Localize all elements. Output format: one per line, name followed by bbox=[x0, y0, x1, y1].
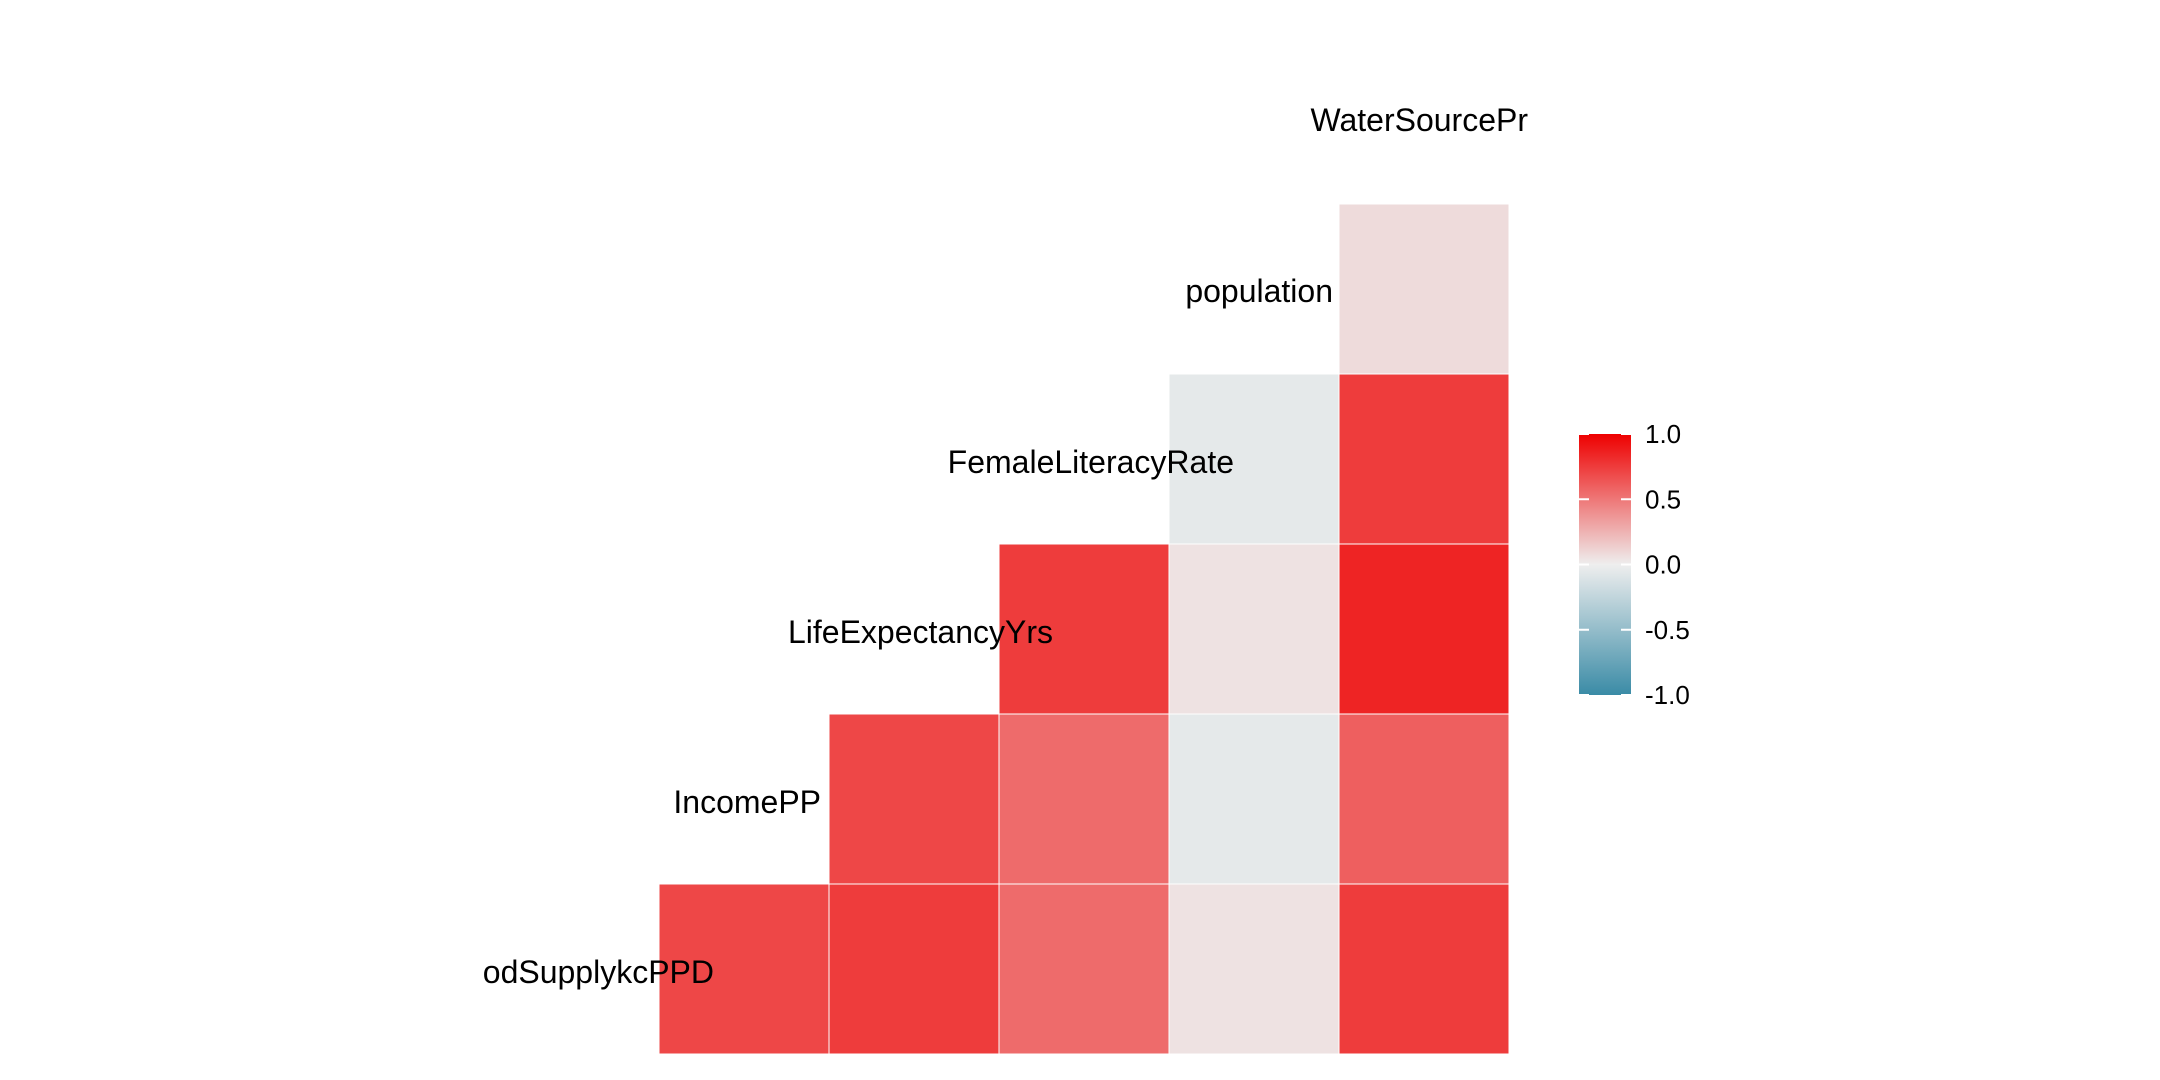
heatmap-cell-LifeExpectancyYrs-IncomePP bbox=[828, 713, 1000, 885]
heatmap-cell-population-FoodSupplykcPPD bbox=[1168, 883, 1340, 1055]
heatmap-cell-WaterSourcePr-IncomePP bbox=[1338, 713, 1510, 885]
heatmap-cell-FemaleLiteracyRate-LifeExpectancyYrs bbox=[998, 543, 1170, 715]
variable-label-LifeExpectancyYrs: LifeExpectancyYrs bbox=[788, 614, 1053, 650]
legend-tick-label: -1.0 bbox=[1645, 680, 1690, 710]
heatmap-cell-population-FemaleLiteracyRate bbox=[1168, 373, 1340, 545]
variable-labels: odSupplykcPPD IncomePP LifeExpectancyYrs Fe… bbox=[483, 102, 1529, 990]
heatmap-cell-population-IncomePP bbox=[1168, 713, 1340, 885]
heatmap-cell-WaterSourcePr-FoodSupplykcPPD bbox=[1338, 883, 1510, 1055]
heatmap-cell-FemaleLiteracyRate-IncomePP bbox=[998, 713, 1170, 885]
color-legend: 1.0 0.5 0.0 -0.5 -1.0 bbox=[1579, 419, 1690, 710]
heatmap-cell-WaterSourcePr-LifeExpectancyYrs bbox=[1338, 543, 1510, 715]
variable-label-WaterSourcePr: WaterSourcePr bbox=[1310, 102, 1528, 138]
legend-ticks: 1.0 0.5 0.0 -0.5 -1.0 bbox=[1579, 419, 1690, 710]
legend-tick-label: -0.5 bbox=[1645, 615, 1690, 645]
variable-label-population: population bbox=[1185, 273, 1333, 309]
heatmap-cell-FemaleLiteracyRate-FoodSupplykcPPD bbox=[998, 883, 1170, 1055]
legend-tick-label: 1.0 bbox=[1645, 419, 1681, 449]
heatmap-cell-IncomePP-FoodSupplykcPPD bbox=[658, 883, 830, 1055]
variable-label-FemaleLiteracyRate: FemaleLiteracyRate bbox=[948, 444, 1234, 480]
heatmap-cell-LifeExpectancyYrs-FoodSupplykcPPD bbox=[828, 883, 1000, 1055]
heatmap-cells bbox=[658, 203, 1510, 1055]
variable-label-IncomePP: IncomePP bbox=[673, 784, 821, 820]
heatmap-cell-WaterSourcePr-population bbox=[1338, 203, 1510, 375]
heatmap-cell-WaterSourcePr-FemaleLiteracyRate bbox=[1338, 373, 1510, 545]
legend-tick-label: 0.5 bbox=[1645, 484, 1681, 514]
variable-label-FoodSupplykcPPD: odSupplykcPPD bbox=[483, 954, 714, 990]
legend-tick-label: 0.0 bbox=[1645, 550, 1681, 580]
heatmap-cell-population-LifeExpectancyYrs bbox=[1168, 543, 1340, 715]
